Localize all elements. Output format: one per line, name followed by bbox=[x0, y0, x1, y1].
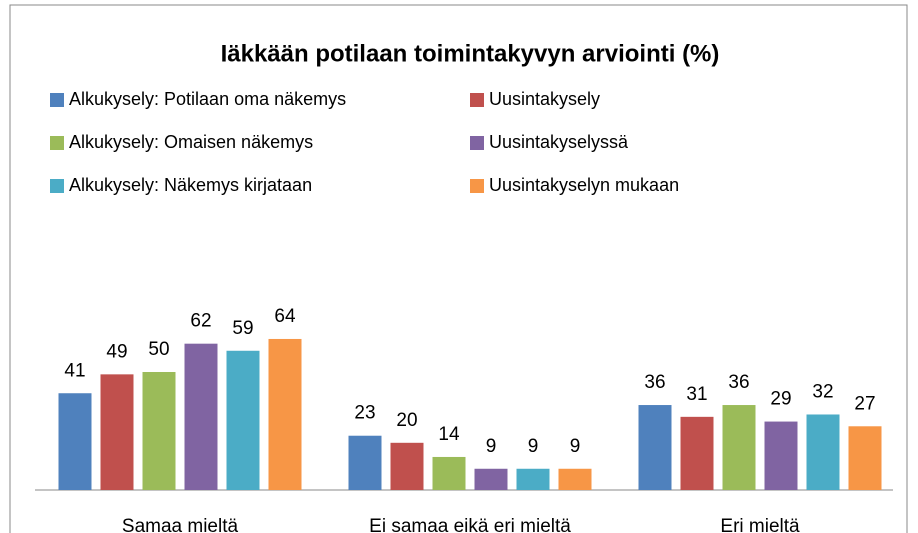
legend-label: Uusintakysely bbox=[489, 89, 600, 109]
legend-label: Alkukysely: Potilaan oma näkemys bbox=[69, 89, 346, 109]
data-label: 29 bbox=[770, 389, 791, 410]
x-tick-label: Samaa mieltä bbox=[122, 516, 239, 533]
x-tick-label: Eri mieltä bbox=[720, 516, 800, 533]
bar bbox=[558, 468, 592, 490]
legend-swatch bbox=[470, 179, 484, 193]
bar bbox=[184, 343, 218, 490]
legend-swatch bbox=[470, 136, 484, 150]
bar bbox=[474, 468, 508, 490]
data-label: 36 bbox=[644, 372, 665, 393]
legend-swatch bbox=[470, 93, 484, 107]
bar bbox=[390, 442, 424, 490]
data-label: 31 bbox=[686, 384, 707, 405]
data-label: 59 bbox=[232, 318, 253, 339]
bar bbox=[268, 338, 302, 490]
bar bbox=[432, 456, 466, 490]
bar bbox=[100, 374, 134, 490]
data-label: 41 bbox=[64, 360, 85, 381]
bar bbox=[348, 435, 382, 490]
bar bbox=[806, 414, 840, 490]
data-label: 20 bbox=[396, 410, 417, 431]
legend-label: Alkukysely: Näkemys kirjataan bbox=[69, 175, 312, 195]
data-label: 9 bbox=[486, 436, 497, 457]
data-label: 49 bbox=[106, 341, 127, 362]
legend-label: Alkukysely: Omaisen näkemys bbox=[69, 132, 313, 152]
data-label: 27 bbox=[854, 393, 875, 414]
bar bbox=[142, 372, 176, 490]
legend-swatch bbox=[50, 179, 64, 193]
bar bbox=[516, 468, 550, 490]
data-label: 23 bbox=[354, 403, 375, 424]
data-label: 36 bbox=[728, 372, 749, 393]
data-label: 64 bbox=[274, 306, 296, 327]
legend-swatch bbox=[50, 93, 64, 107]
legend-label: Uusintakyselyssä bbox=[489, 132, 629, 152]
bar bbox=[722, 405, 756, 490]
data-label: 50 bbox=[148, 339, 169, 360]
bar bbox=[58, 393, 92, 490]
chart-title: Iäkkään potilaan toimintakyvyn arviointi… bbox=[221, 40, 720, 67]
data-label: 9 bbox=[570, 436, 581, 457]
legend-label: Uusintakyselyn mukaan bbox=[489, 175, 679, 195]
bar bbox=[680, 416, 714, 490]
data-label: 9 bbox=[528, 436, 539, 457]
data-label: 14 bbox=[438, 424, 460, 445]
bar bbox=[638, 405, 672, 490]
data-label: 62 bbox=[190, 311, 211, 332]
legend-swatch bbox=[50, 136, 64, 150]
bar bbox=[226, 350, 260, 490]
bar bbox=[848, 426, 882, 490]
x-tick-label: Ei samaa eikä eri mieltä bbox=[369, 516, 571, 533]
bar bbox=[764, 421, 798, 490]
data-label: 32 bbox=[812, 381, 833, 402]
